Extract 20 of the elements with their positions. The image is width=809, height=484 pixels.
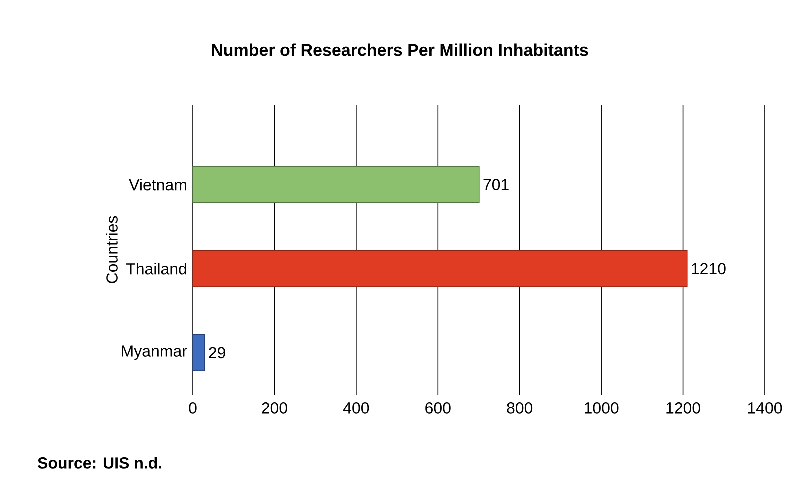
y-tick-label: Myanmar <box>122 346 188 360</box>
bar <box>192 166 480 204</box>
x-tick-label: 0 <box>189 402 197 414</box>
bar <box>192 334 206 372</box>
x-tick-label: 400 <box>343 402 370 414</box>
x-tick-label: 600 <box>426 402 451 414</box>
x-tick-label: 1000 <box>585 402 619 414</box>
bar <box>192 250 688 288</box>
chart-title: Number of Researchers Per Million Inhabitants <box>212 44 588 56</box>
data-label: 1210 <box>692 263 726 275</box>
data-label: 701 <box>484 179 509 191</box>
y-axis-title: Countries <box>106 216 118 284</box>
x-tick-label: 1200 <box>666 402 700 414</box>
y-tick-label: Vietnam <box>129 178 186 191</box>
x-tick-label: 200 <box>262 402 288 414</box>
source-note: Source: UIS n.d. <box>38 457 162 469</box>
data-label: 29 <box>209 347 226 359</box>
x-tick-label: 1400 <box>748 402 782 414</box>
y-tick-label: Thailand <box>126 263 186 275</box>
x-tick-label: 800 <box>507 402 533 414</box>
